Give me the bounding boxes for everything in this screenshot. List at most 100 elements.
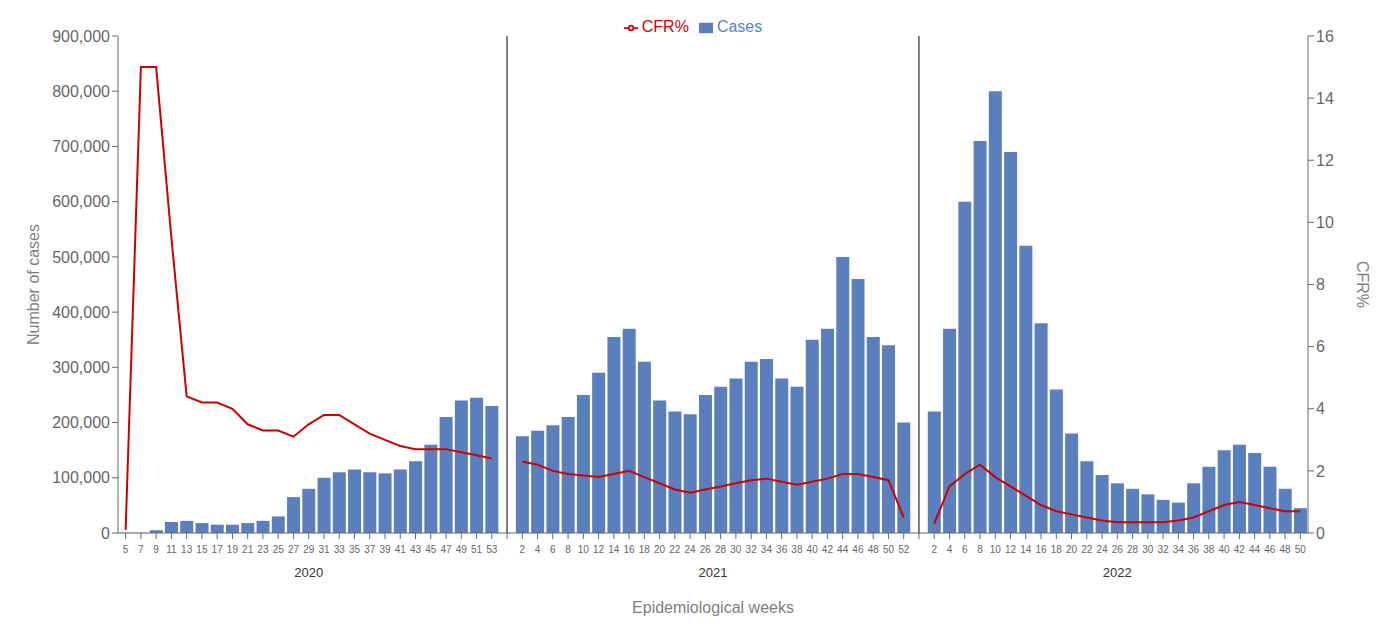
svg-text:46: 46: [1264, 544, 1276, 555]
svg-text:800,000: 800,000: [52, 83, 110, 100]
svg-text:6: 6: [550, 544, 556, 555]
svg-text:40: 40: [1219, 544, 1231, 555]
svg-text:16: 16: [1035, 544, 1047, 555]
svg-text:43: 43: [410, 544, 422, 555]
svg-text:50: 50: [883, 544, 895, 555]
svg-text:8: 8: [977, 544, 983, 555]
svg-text:30: 30: [730, 544, 742, 555]
svg-text:37: 37: [364, 544, 376, 555]
svg-text:4: 4: [1316, 400, 1325, 417]
svg-text:600,000: 600,000: [52, 193, 110, 210]
svg-text:10: 10: [578, 544, 590, 555]
svg-text:10: 10: [1316, 214, 1334, 231]
svg-text:44: 44: [1249, 544, 1261, 555]
svg-text:14: 14: [1020, 544, 1032, 555]
svg-text:17: 17: [212, 544, 224, 555]
svg-text:46: 46: [852, 544, 864, 555]
svg-text:5: 5: [123, 544, 129, 555]
svg-text:15: 15: [196, 544, 208, 555]
svg-text:700,000: 700,000: [52, 138, 110, 155]
svg-text:900,000: 900,000: [52, 28, 110, 45]
svg-text:48: 48: [868, 544, 880, 555]
svg-text:2021: 2021: [699, 565, 728, 580]
svg-text:32: 32: [1158, 544, 1170, 555]
svg-text:28: 28: [1127, 544, 1139, 555]
svg-text:16: 16: [1316, 28, 1334, 45]
svg-text:2: 2: [1316, 463, 1325, 480]
svg-text:100,000: 100,000: [52, 469, 110, 486]
svg-text:20: 20: [1066, 544, 1078, 555]
svg-text:25: 25: [273, 544, 285, 555]
svg-text:35: 35: [349, 544, 361, 555]
svg-text:51: 51: [471, 544, 483, 555]
svg-text:2: 2: [520, 544, 526, 555]
svg-text:22: 22: [669, 544, 681, 555]
svg-text:47: 47: [440, 544, 452, 555]
svg-text:12: 12: [1316, 152, 1334, 169]
svg-text:30: 30: [1142, 544, 1154, 555]
svg-text:52: 52: [898, 544, 910, 555]
svg-text:45: 45: [425, 544, 437, 555]
svg-text:18: 18: [639, 544, 651, 555]
svg-text:0: 0: [101, 525, 110, 542]
svg-text:2: 2: [931, 544, 937, 555]
svg-text:CFR%: CFR%: [1354, 261, 1371, 308]
svg-text:44: 44: [837, 544, 849, 555]
svg-text:2020: 2020: [294, 565, 323, 580]
svg-text:500,000: 500,000: [52, 249, 110, 266]
svg-text:26: 26: [700, 544, 712, 555]
svg-text:24: 24: [1096, 544, 1108, 555]
svg-text:4: 4: [535, 544, 541, 555]
svg-text:10: 10: [990, 544, 1002, 555]
svg-text:22: 22: [1081, 544, 1093, 555]
svg-text:34: 34: [1173, 544, 1185, 555]
svg-text:2022: 2022: [1103, 565, 1132, 580]
svg-text:26: 26: [1112, 544, 1124, 555]
svg-text:23: 23: [257, 544, 269, 555]
svg-text:32: 32: [746, 544, 758, 555]
svg-text:12: 12: [593, 544, 605, 555]
svg-text:Number of cases: Number of cases: [25, 224, 42, 345]
svg-text:31: 31: [318, 544, 330, 555]
svg-text:38: 38: [1203, 544, 1215, 555]
svg-text:13: 13: [181, 544, 193, 555]
svg-text:20: 20: [654, 544, 666, 555]
svg-text:41: 41: [395, 544, 407, 555]
svg-text:6: 6: [1316, 338, 1325, 355]
svg-text:200,000: 200,000: [52, 414, 110, 431]
svg-text:18: 18: [1051, 544, 1063, 555]
svg-text:39: 39: [379, 544, 391, 555]
svg-text:16: 16: [624, 544, 636, 555]
svg-text:12: 12: [1005, 544, 1017, 555]
svg-text:42: 42: [822, 544, 834, 555]
svg-text:14: 14: [608, 544, 620, 555]
svg-text:4: 4: [947, 544, 953, 555]
svg-text:42: 42: [1234, 544, 1246, 555]
svg-text:8: 8: [1316, 276, 1325, 293]
svg-text:6: 6: [962, 544, 968, 555]
svg-text:34: 34: [761, 544, 773, 555]
svg-text:9: 9: [153, 544, 159, 555]
svg-text:19: 19: [227, 544, 239, 555]
svg-text:33: 33: [334, 544, 346, 555]
svg-text:40: 40: [807, 544, 819, 555]
svg-text:24: 24: [685, 544, 697, 555]
svg-text:21: 21: [242, 544, 254, 555]
svg-text:53: 53: [486, 544, 498, 555]
svg-text:8: 8: [565, 544, 571, 555]
svg-text:11: 11: [166, 544, 177, 555]
svg-text:300,000: 300,000: [52, 359, 110, 376]
svg-text:7: 7: [138, 544, 144, 555]
svg-text:27: 27: [288, 544, 300, 555]
svg-text:0: 0: [1316, 525, 1325, 542]
svg-text:14: 14: [1316, 90, 1334, 107]
svg-text:50: 50: [1295, 544, 1307, 555]
svg-text:28: 28: [715, 544, 727, 555]
svg-text:49: 49: [456, 544, 468, 555]
svg-text:36: 36: [776, 544, 788, 555]
svg-text:400,000: 400,000: [52, 304, 110, 321]
svg-text:36: 36: [1188, 544, 1200, 555]
svg-text:38: 38: [791, 544, 803, 555]
svg-text:29: 29: [303, 544, 315, 555]
svg-text:Epidemiological weeks: Epidemiological weeks: [632, 599, 794, 616]
